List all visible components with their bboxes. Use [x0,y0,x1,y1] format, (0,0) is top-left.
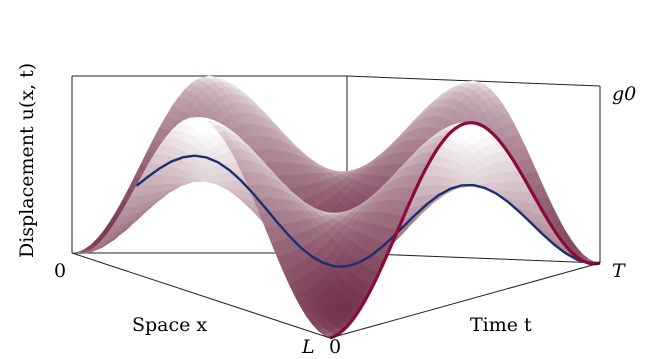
x-tick-0: 0 [54,260,66,282]
z-axis-label: Displacement u(x, t) [16,63,38,258]
boundary-curve-g0 [329,121,601,340]
x-axis-label: Space x [132,314,207,336]
y-tick-T: T [612,260,626,282]
box-edge-floor-front-left [71,252,331,339]
y-tick-0: 0 [329,336,341,358]
y-axis-label: Time t [470,314,532,336]
x-tick-L: L [301,336,315,358]
boundary-label: g0 [612,83,636,105]
box-edge-floor-back-right [346,252,601,264]
box-edge-floor-front-right [329,262,601,339]
characteristic-line [135,154,600,268]
box-front-edges [71,76,601,339]
surface-mesh [71,75,601,339]
